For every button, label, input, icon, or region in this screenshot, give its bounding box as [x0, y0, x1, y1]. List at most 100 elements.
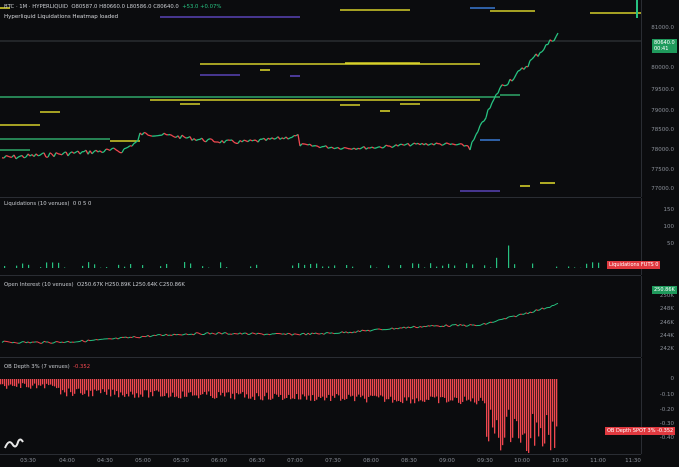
ob-depth-bar — [304, 379, 306, 397]
liquidation-bar — [334, 265, 336, 268]
price-pane[interactable]: BTC · 1M · HYPERLIQUID O80587.0 H80660.0… — [0, 0, 641, 198]
liquidation-bar — [16, 265, 18, 268]
open-interest-segment — [437, 325, 441, 328]
price-axis[interactable]: 81000.0 80000.0 79500.0 79000.0 78500.0 … — [641, 0, 679, 197]
open-interest-segment — [193, 332, 197, 336]
ob-depth-bar — [16, 379, 18, 387]
price-candle — [419, 142, 423, 146]
ob-depth-bar — [94, 379, 96, 390]
ob-depth-bar — [230, 379, 232, 399]
price-candle — [233, 141, 237, 144]
price-candle — [333, 147, 337, 150]
price-candle — [523, 66, 527, 70]
price-chart[interactable] — [0, 0, 641, 197]
price-candle — [199, 137, 203, 140]
ob-depth-bar — [100, 379, 102, 394]
price-candle — [203, 140, 207, 143]
open-interest-segment — [117, 337, 121, 340]
ob-depth-bar — [176, 379, 178, 397]
ob-depth-bar — [84, 379, 86, 394]
ob-depth-bar — [556, 379, 558, 427]
ob-depth-bar — [52, 379, 54, 386]
ob-depth-bar — [138, 379, 140, 398]
ob-depth-bar — [482, 379, 484, 401]
ob-depth-bar — [434, 379, 436, 398]
price-candle — [231, 139, 235, 143]
price-candle — [13, 154, 17, 160]
ob-depth-bar — [446, 379, 448, 403]
open-interest-segment — [537, 309, 541, 311]
ob-depth-chart[interactable] — [0, 358, 641, 454]
price-candle — [217, 141, 221, 144]
open-interest-segment — [391, 327, 395, 330]
ob-depth-bar — [308, 379, 310, 396]
liquidation-bar — [142, 265, 144, 268]
ob-depth-bar — [436, 379, 438, 397]
oi-tick: 244K — [659, 333, 674, 339]
liquidation-bar — [454, 265, 456, 268]
ob-depth-bar — [486, 379, 488, 437]
ob-depth-bar — [82, 379, 84, 395]
ob-depth-bar — [174, 379, 176, 398]
liquidations-chart[interactable] — [0, 198, 641, 275]
ob-depth-bar — [36, 379, 38, 389]
ob-depth-bar — [264, 379, 266, 397]
price-candle — [95, 149, 99, 153]
ob-depth-bar — [412, 379, 414, 400]
open-interest-segment — [311, 332, 315, 335]
liquidation-bar — [292, 265, 294, 268]
open-interest-segment — [303, 333, 307, 336]
ob-depth-bar — [116, 379, 118, 392]
ob-depth-bar — [88, 379, 90, 397]
time-axis[interactable]: 03:30 04:00 04:30 05:00 05:30 06:00 06:30 07:00… — [0, 455, 679, 467]
ob-depth-bar — [460, 379, 462, 405]
price-change-pct: +0.07% — [200, 4, 222, 10]
open-interest-pane[interactable]: Open Interest (10 venues) O250.67K H250.… — [0, 276, 641, 358]
ob-depth-bar — [212, 379, 214, 398]
price-candle — [149, 134, 153, 137]
liquidation-bar — [466, 263, 468, 268]
open-interest-segment — [261, 333, 265, 336]
ob-depth-bar — [474, 379, 476, 403]
open-interest-segment — [401, 326, 405, 329]
liquidation-bar — [388, 265, 390, 268]
ob-depth-bar — [64, 379, 66, 393]
ob-depth-bar — [456, 379, 458, 398]
ob-depth-bar — [282, 379, 284, 400]
price-candle — [519, 67, 523, 71]
ob-depth-bar — [310, 379, 312, 401]
open-interest-axis[interactable]: 250K 248K 246K 244K 242K 250.86K — [641, 276, 679, 357]
ob-depth-bar — [508, 379, 510, 410]
price-candle — [161, 132, 165, 136]
ob-depth-bar — [444, 379, 446, 398]
price-candle — [415, 142, 419, 145]
open-interest-segment — [299, 333, 303, 336]
time-tick: 06:00 — [211, 458, 227, 464]
price-candle — [287, 137, 291, 140]
ob-depth-axis[interactable]: 0 -0.10 -0.20 -0.30 -0.40 — [641, 358, 679, 454]
price-candle — [305, 143, 309, 146]
ob-depth-bar — [280, 379, 282, 395]
price-candle — [429, 143, 433, 145]
open-interest-segment — [413, 325, 417, 328]
liquidations-pane[interactable]: Liquidations (10 venues) 0 0 5 0 — [0, 198, 641, 276]
ob-depth-bar — [466, 379, 468, 401]
open-interest-segment — [221, 332, 225, 335]
price-candle — [375, 146, 379, 149]
price-candle — [381, 146, 385, 149]
price-candle — [325, 145, 329, 149]
open-interest-chart[interactable] — [0, 276, 641, 357]
price-candle — [487, 107, 491, 111]
open-interest-segment — [501, 318, 505, 320]
ob-depth-pane[interactable]: OB Depth 3% (7 venues) -0.352 — [0, 358, 641, 455]
open-interest-segment — [225, 332, 229, 335]
ob-depth-bar — [464, 379, 466, 397]
liquidations-axis[interactable]: 150 100 50 — [641, 198, 679, 275]
price-candle — [43, 152, 47, 158]
price-candle — [79, 151, 83, 155]
ob-depth-bar — [28, 379, 30, 388]
price-candle — [141, 132, 145, 136]
price-candle — [485, 109, 489, 118]
ob-depth-bar — [24, 379, 26, 384]
open-interest-segment — [125, 336, 129, 339]
